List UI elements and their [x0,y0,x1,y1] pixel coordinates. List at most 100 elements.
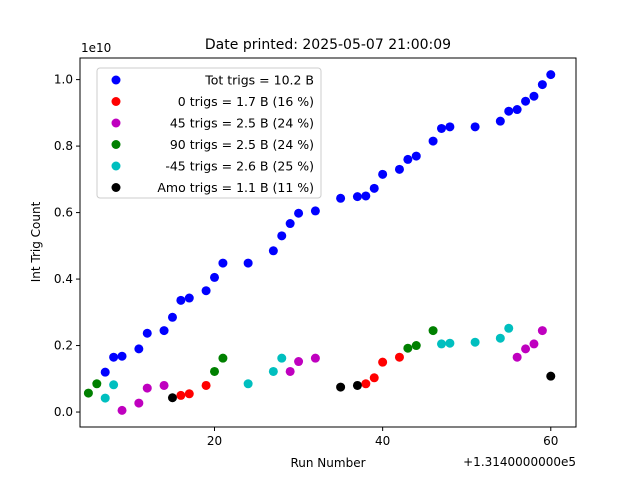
y-tick-label: 0.8 [54,139,73,153]
data-point [521,96,531,106]
data-point [529,91,539,101]
data-point [546,70,556,80]
y-axis-ticks: 0.0 0.2 0.4 0.6 0.8 1.0 [54,73,80,419]
data-point [512,105,522,115]
data-point [411,341,421,351]
data-point [285,219,295,229]
legend-marker [111,97,121,106]
data-point [277,353,287,363]
data-point [537,326,547,336]
y-axis-label: Int Trig Count [29,201,43,282]
y-tick-label: 1.0 [54,73,73,87]
data-point [403,154,413,164]
x-axis-label: Run Number [290,456,365,470]
legend-label: Tot trigs = 10.2 B [204,73,314,88]
x-axis-ticks: 20 40 60 [207,427,558,448]
data-point [109,380,119,390]
data-point [142,328,152,338]
y-tick-label: 0.2 [54,339,73,353]
data-points [83,70,556,415]
data-point [369,183,379,193]
legend-label: 45 trigs = 2.5 B (24 %) [170,116,314,131]
x-tick-label: 60 [543,434,558,448]
data-point [184,293,194,303]
data-point [352,380,362,390]
data-point [268,366,278,376]
y-scale-label: 1e10 [81,41,111,55]
data-point [210,272,220,282]
data-point [394,164,404,174]
data-point [218,258,228,268]
data-point [495,333,505,343]
data-point [436,123,446,133]
data-point [537,80,547,90]
data-point [445,122,455,132]
legend-marker [111,140,121,149]
data-point [436,339,446,349]
data-point [92,379,102,389]
legend-marker [111,118,121,128]
data-point [176,390,186,400]
data-point [117,405,127,415]
data-point [109,352,119,362]
legend-marker [111,75,121,85]
data-point [134,398,144,408]
legend-label: -45 trigs = 2.6 B (25 %) [165,159,314,174]
data-point [159,326,169,336]
data-point [495,116,505,126]
data-point [369,373,379,383]
data-point [310,353,320,363]
data-point [428,326,438,336]
data-point [512,352,522,362]
data-point [285,366,295,376]
data-point [352,192,362,202]
data-point [142,383,152,393]
data-point [294,208,304,218]
legend-box [96,67,322,199]
data-point [336,382,346,392]
data-point [378,357,388,367]
y-tick-label: 0.0 [54,405,73,419]
data-point [117,351,127,361]
data-point [336,193,346,203]
data-point [504,323,514,333]
data-point [134,344,144,354]
data-point [100,393,110,403]
data-point [167,393,177,403]
data-point [428,136,438,146]
data-point [167,312,177,322]
data-point [470,337,480,347]
data-point [268,246,278,256]
x-tick-label: 20 [207,434,222,448]
data-point [243,258,253,268]
data-point [159,380,169,390]
data-point [243,379,253,389]
data-point [546,371,556,381]
data-point [521,344,531,354]
data-point [361,191,371,201]
data-point [378,169,388,179]
data-point [277,231,287,241]
data-point [218,353,228,363]
chart-title: Date printed: 2025-05-07 21:00:09 [205,37,451,53]
legend-label: 0 trigs = 1.7 B (16 %) [178,94,314,109]
x-offset-label: +1.3140000000e5 [463,455,576,469]
data-point [310,206,320,216]
data-point [361,379,371,389]
data-point [176,295,186,305]
legend-marker [111,183,121,192]
data-point [504,106,514,116]
y-tick-label: 0.4 [54,272,73,286]
legend: Tot trigs = 10.2 B 0 trigs = 1.7 B (16 %)… [96,67,322,199]
data-point [411,151,421,161]
data-point [403,343,413,353]
y-tick-label: 0.6 [54,206,73,220]
legend-label: Amo trigs = 1.1 B (11 %) [157,180,314,195]
data-point [201,286,211,296]
legend-label: 90 trigs = 2.5 B (24 %) [170,137,314,152]
data-point [201,380,211,390]
data-point [529,339,539,349]
data-point [210,366,220,376]
data-point [100,367,110,377]
x-tick-label: 40 [375,434,390,448]
